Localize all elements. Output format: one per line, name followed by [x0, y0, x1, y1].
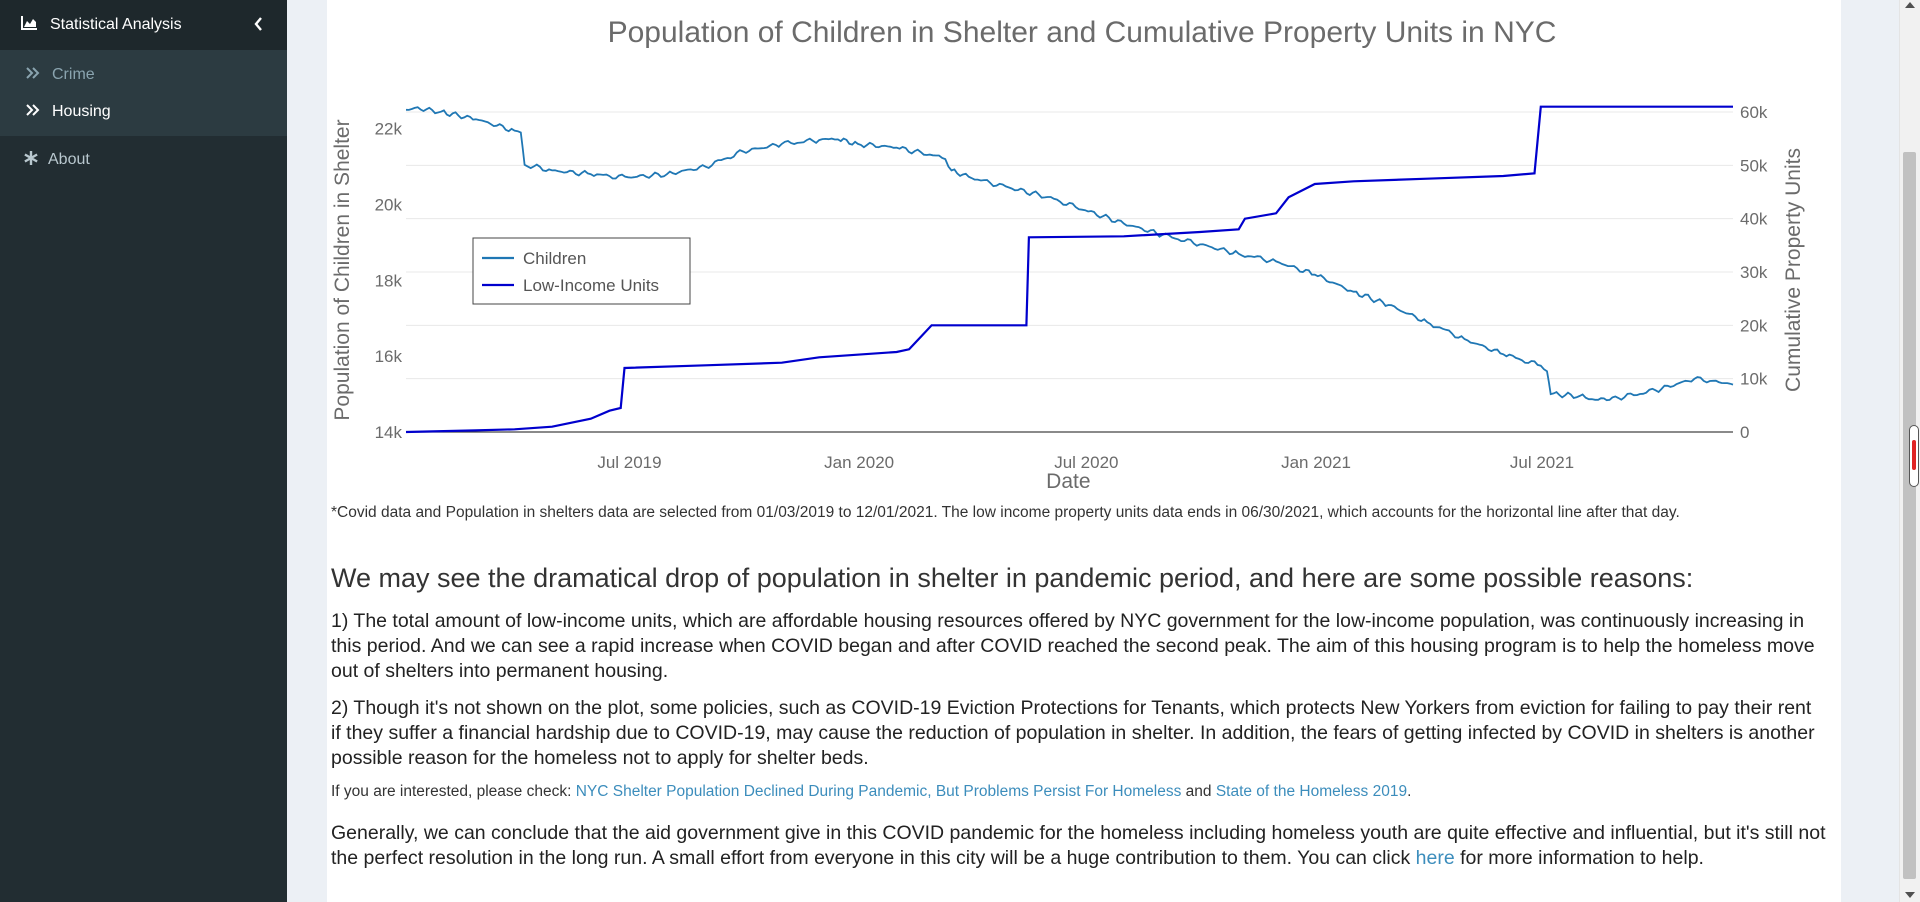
chart-area-icon	[21, 15, 38, 35]
content-panel	[327, 0, 1841, 902]
x-axis-ticks: Jul 2019 Jan 2020 Jul 2020 Jan 2021 Jul 2021	[597, 453, 1574, 472]
legend-box	[472, 237, 691, 305]
sidebar-section-statistical-analysis[interactable]: Statistical Analysis	[0, 0, 287, 50]
scroll-down-arrow-icon[interactable]	[1905, 892, 1915, 898]
left-axis-label: Population of Children in Shelter	[331, 119, 354, 420]
chart-series	[405, 105, 1734, 434]
conclusion-text-end: for more information to help.	[1454, 847, 1704, 869]
right-axis-tick-label: 30k	[1740, 263, 1768, 282]
paragraph-eviction-policies: 2) Though it's not shown on the plot, so…	[331, 697, 1815, 769]
references-connector: and	[1181, 783, 1216, 800]
sidebar-submenu: Crime Housing	[0, 50, 287, 136]
right-axis-ticks: 0 10k 20k 30k 40k 50k 60k	[1740, 103, 1768, 442]
sidebar-item-crime[interactable]: Crime	[0, 56, 287, 93]
sidebar-item-label: Housing	[52, 102, 111, 120]
chart-gridlines	[406, 111, 1733, 433]
sidebar: Statistical Analysis Crime Housing About	[0, 0, 287, 902]
x-axis-tick-label: Jul 2020	[1054, 453, 1118, 472]
series-line-low-income-units	[405, 105, 1733, 434]
right-axis-tick-label: 20k	[1740, 316, 1768, 335]
content-wrapper	[287, 0, 1899, 902]
x-axis-label: Date	[1046, 470, 1090, 493]
x-axis-tick-label: Jan 2020	[824, 453, 894, 472]
paragraph-low-income-units: 1) The total amount of low-income units,…	[331, 610, 1815, 682]
x-axis-tick-label: Jul 2021	[1510, 453, 1574, 472]
paragraph-conclusion: Generally, we can conclude that the aid …	[331, 821, 1826, 871]
right-axis-tick-label: 40k	[1740, 210, 1768, 229]
scrollbar-thumb[interactable]	[1903, 152, 1916, 879]
references-prefix: If you are interested, please check:	[331, 783, 576, 800]
right-axis-tick-label: 60k	[1740, 103, 1768, 122]
chevron-left-icon[interactable]	[254, 17, 263, 36]
sidebar-item-label: About	[48, 151, 90, 168]
sidebar-item-label: Crime	[52, 65, 95, 83]
x-axis-tick-label: Jan 2021	[1281, 453, 1351, 472]
left-axis-tick-label: 22k	[375, 120, 403, 139]
scroll-position-marker	[1909, 425, 1919, 487]
sidebar-section-label: Statistical Analysis	[50, 16, 182, 33]
left-axis-tick-label: 20k	[375, 196, 403, 215]
legend-label: Children	[523, 249, 586, 268]
x-axis-tick-label: Jul 2019	[597, 453, 661, 472]
link-here[interactable]: here	[1415, 847, 1455, 869]
chart-legend[interactable]: Children Low-Income Units	[472, 237, 691, 305]
legend-label: Low-Income Units	[523, 276, 659, 295]
shelter-population-chart: Population of Children in Shelter and Cu…	[331, 16, 1805, 493]
section-heading: We may see the dramatical drop of popula…	[331, 563, 1694, 593]
data-source-note: *Covid data and Population in shelters d…	[331, 504, 1680, 521]
page-scrollbar[interactable]	[1899, 0, 1920, 902]
double-chevron-right-icon	[26, 66, 40, 84]
left-axis-tick-label: 18k	[375, 271, 403, 290]
references-line: If you are interested, please check: NYC…	[331, 783, 1411, 801]
right-axis-label: Cumulative Property Units	[1782, 148, 1805, 392]
right-axis-tick-label: 10k	[1740, 370, 1768, 389]
double-chevron-right-icon	[26, 103, 40, 121]
sidebar-item-housing[interactable]: Housing	[0, 93, 287, 130]
asterisk-icon	[24, 150, 38, 170]
sidebar-item-about[interactable]: About	[0, 136, 287, 184]
chart-title: Population of Children in Shelter and Cu…	[608, 16, 1557, 49]
conclusion-text: Generally, we can conclude that the aid …	[331, 822, 1826, 869]
series-line-children	[405, 106, 1734, 402]
left-axis-tick-label: 14k	[375, 423, 403, 442]
right-axis-tick-label: 0	[1740, 423, 1749, 442]
scroll-up-arrow-icon[interactable]	[1905, 2, 1915, 8]
right-axis-tick-label: 50k	[1740, 156, 1768, 175]
link-shelter-population-declined[interactable]: NYC Shelter Population Declined During P…	[575, 783, 1182, 800]
left-axis-tick-label: 16k	[375, 347, 403, 366]
left-axis-ticks: 14k 16k 18k 20k 22k	[375, 120, 403, 442]
link-state-of-the-homeless[interactable]: State of the Homeless 2019	[1215, 783, 1408, 800]
references-suffix: .	[1407, 783, 1412, 800]
scroll-marker-fill	[1912, 440, 1916, 470]
